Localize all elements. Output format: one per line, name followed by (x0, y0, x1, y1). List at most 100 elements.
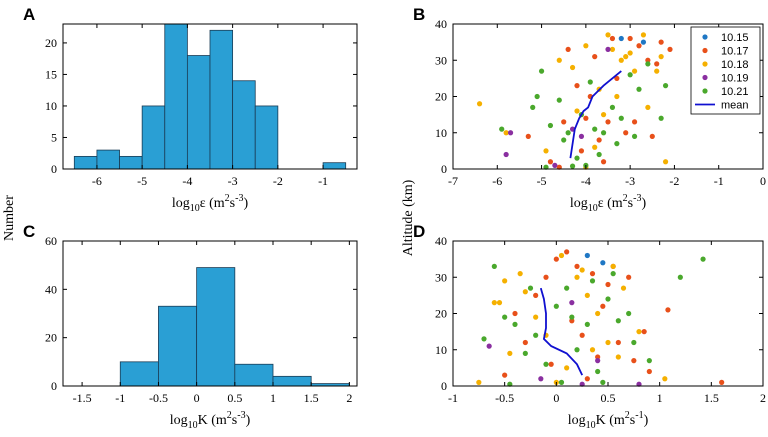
scatter-point-10-17 (522, 339, 528, 346)
scatter-point-10-17 (631, 119, 638, 125)
scatter-point-10-21 (556, 97, 562, 103)
y-tick-label: 20 (45, 331, 57, 345)
y-tick-label: 40 (435, 234, 447, 248)
x-tick-label: 0 (553, 391, 559, 405)
scatter-point-10-19 (579, 381, 585, 387)
histogram-bar (73, 155, 98, 170)
scatter-point-10-17 (626, 274, 632, 280)
scatter-point-10-21 (534, 93, 540, 100)
histogram-bar (119, 155, 143, 170)
scatter-point-10-21 (631, 339, 637, 346)
scatter-point-10-21 (543, 361, 549, 367)
scatter-point-10-17 (579, 332, 585, 338)
scatter-point-10-21 (677, 274, 683, 280)
x-tick-label: -4 (581, 174, 591, 188)
scatter-point-10-19 (569, 300, 575, 306)
scatter-point-10-21 (553, 303, 559, 309)
scatter-point-10-17 (543, 274, 549, 280)
x-tick-label: -3 (228, 174, 238, 188)
scatter-point-10-18 (595, 310, 601, 317)
scatter-point-10-21 (561, 137, 567, 143)
legend-marker (702, 74, 708, 81)
x-tick-label: -5 (137, 174, 147, 188)
scatter-point-10-21 (595, 368, 601, 375)
scatter-point-10-15 (600, 260, 606, 266)
legend-marker (702, 47, 708, 54)
scatter-point-10-17 (512, 310, 518, 317)
x-axis-label: log10ε (m2s-3) (172, 193, 249, 214)
histogram-bar (96, 149, 120, 170)
legend-label: 10.19 (721, 73, 749, 85)
scatter-point-10-17 (595, 354, 601, 360)
scatter-point-10-18 (615, 354, 621, 360)
scatter-point-10-17 (584, 376, 590, 382)
scatter-point-10-21 (569, 314, 575, 320)
scatter-point-10-17 (667, 46, 673, 52)
x-tick-label: -0.5 (495, 391, 514, 405)
y-tick-label: 20 (435, 90, 447, 104)
scatter-point-10-17 (615, 339, 621, 346)
scatter-point-10-17 (578, 148, 585, 154)
scatter-point-10-21 (530, 104, 536, 110)
x-tick-label: -6 (92, 174, 102, 188)
legend-marker (702, 34, 708, 40)
scatter-point-10-17 (609, 35, 616, 42)
x-tick-label: -1 (115, 391, 125, 405)
scatter-point-10-21 (615, 318, 621, 324)
x-tick-label: -4 (182, 174, 192, 188)
x-tick-label: 0.5 (227, 391, 242, 405)
scatter-point-10-17 (547, 159, 554, 165)
scatter-point-10-21 (662, 83, 669, 89)
axes-frame (62, 23, 358, 170)
scatter-point-10-17 (649, 133, 655, 139)
scatter-point-10-17 (614, 75, 620, 81)
scatter-point-10-17 (646, 368, 652, 375)
x-tick-label: -1 (448, 391, 458, 405)
scatter-point-10-21 (574, 155, 580, 161)
legend-label: mean (721, 100, 749, 112)
x-tick-label: 2 (346, 391, 352, 405)
scatter-point-10-21 (600, 379, 606, 385)
scatter-point-10-17 (645, 57, 651, 63)
x-axis-label: log10ε (m2s-3) (570, 193, 647, 214)
scatter-point-10-18 (623, 54, 629, 60)
scatter-point-10-21 (538, 68, 545, 74)
x-tick-label: -7 (448, 174, 458, 188)
ylabel-altitude: Altitude (km) (401, 179, 416, 256)
scatter-point-10-21 (618, 115, 624, 121)
scatter-point-10-21 (522, 350, 528, 356)
x-tick-label: -5 (537, 174, 547, 188)
scatter-point-10-21 (481, 336, 487, 342)
y-tick-label: 15 (45, 67, 57, 81)
scatter-point-10-18 (503, 130, 509, 136)
scatter-point-10-17 (596, 137, 602, 143)
y-tick-label: 10 (45, 99, 57, 113)
scatter-point-10-15 (640, 39, 647, 45)
scatter-point-10-18 (496, 300, 503, 306)
scatter-point-10-21 (558, 379, 565, 385)
scatter-point-10-18 (476, 379, 482, 385)
scatter-point-10-21 (609, 104, 616, 110)
x-tick-label: -2 (669, 174, 679, 188)
y-tick-label: 30 (435, 53, 447, 67)
scatter-point-10-18 (574, 274, 580, 280)
scatter-point-10-21 (512, 321, 518, 327)
scatter-point-10-18 (491, 300, 497, 306)
axes-frame (62, 240, 358, 387)
y-tick-label: 60 (45, 234, 57, 248)
scatter-point-10-17 (641, 329, 647, 335)
scatter-point-10-21 (592, 126, 598, 132)
ylabel-number: Number (2, 195, 17, 241)
legend-marker (702, 88, 708, 94)
scatter-point-10-17 (569, 318, 575, 324)
scatter-point-10-21 (533, 332, 539, 338)
scatter-point-10-17 (600, 303, 606, 309)
scatter-point-10-18 (662, 159, 669, 165)
scatter-point-10-17 (553, 256, 559, 262)
scatter-point-10-17 (565, 46, 571, 52)
y-tick-label: 10 (435, 343, 447, 357)
scatter-point-10-21 (564, 285, 570, 291)
scatter-point-10-19 (486, 343, 492, 349)
